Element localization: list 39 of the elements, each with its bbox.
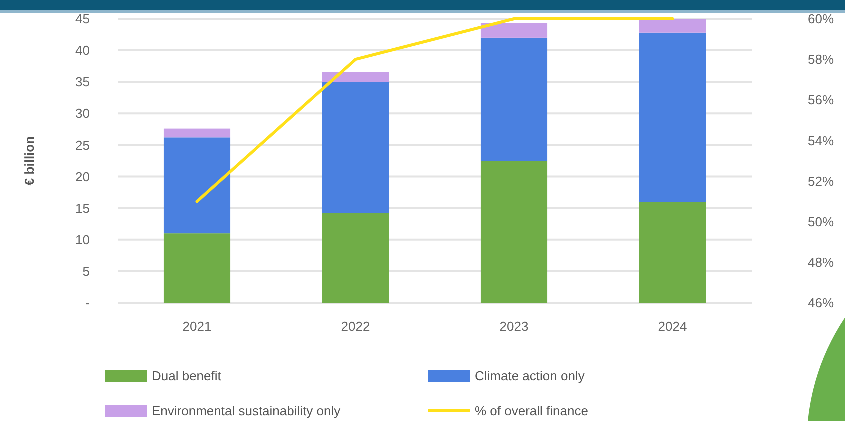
bar bbox=[322, 82, 390, 214]
y-tick-label: 5 bbox=[82, 264, 90, 279]
y2-tick-label: 52% bbox=[808, 174, 834, 189]
bar bbox=[480, 161, 548, 303]
legend-label: Climate action only bbox=[475, 368, 586, 384]
y-tick-label: 40 bbox=[76, 43, 90, 58]
y-tick-label: - bbox=[86, 296, 90, 311]
x-tick-label: 2023 bbox=[500, 319, 529, 334]
legend-label: Dual benefit bbox=[152, 368, 222, 384]
bar bbox=[639, 202, 706, 303]
bar bbox=[639, 19, 706, 33]
y2-tick-label: 60% bbox=[808, 12, 834, 27]
y2-tick-label: 46% bbox=[808, 296, 834, 311]
y-tick-label: 20 bbox=[76, 169, 90, 184]
y-tick-label: 45 bbox=[76, 12, 90, 27]
y-tick-label: 35 bbox=[76, 74, 90, 90]
y2-tick-label: 58% bbox=[808, 52, 834, 68]
y2-tick-label: 56% bbox=[808, 92, 834, 108]
bar bbox=[164, 128, 231, 138]
legend-label: Environmental sustainability only bbox=[152, 404, 342, 419]
bar bbox=[322, 213, 390, 303]
bar bbox=[164, 234, 231, 303]
y2-tick-label: 50% bbox=[808, 214, 834, 230]
y-tick-label: 25 bbox=[76, 138, 90, 153]
y-axis-title: € billion bbox=[22, 136, 37, 186]
x-tick-label: 2022 bbox=[341, 319, 370, 334]
x-tick-label: 2021 bbox=[182, 319, 212, 334]
legend-label: % of overall finance bbox=[475, 404, 588, 419]
bar bbox=[164, 138, 231, 234]
bar bbox=[480, 38, 548, 161]
y-tick-label: 10 bbox=[76, 232, 90, 248]
y2-tick-label: 54% bbox=[808, 133, 834, 148]
y-tick-label: 30 bbox=[76, 106, 90, 122]
bar bbox=[480, 23, 548, 38]
bar bbox=[639, 32, 706, 202]
bar bbox=[322, 72, 390, 82]
y2-tick-label: 48% bbox=[808, 254, 834, 270]
x-tick-label: 2024 bbox=[658, 319, 688, 334]
y-tick-label: 15 bbox=[76, 200, 90, 216]
